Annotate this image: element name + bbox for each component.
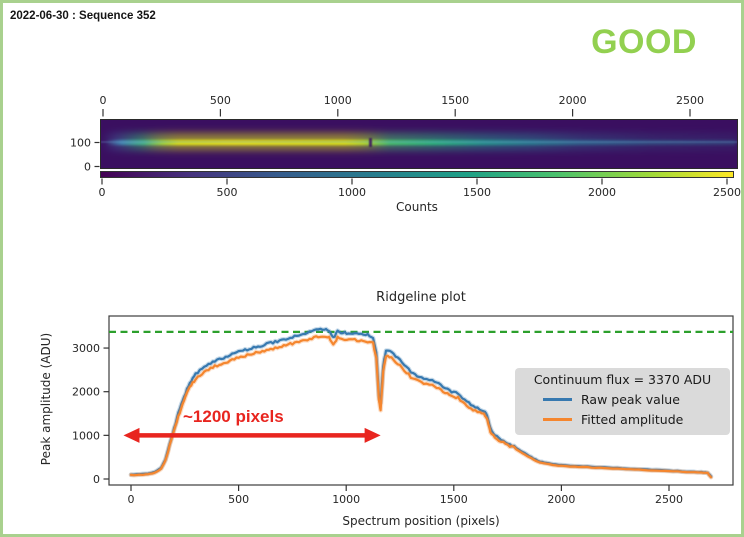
legend-title: Continuum flux = 3370 ADU — [533, 372, 712, 387]
spectral-streak-faint-line — [101, 141, 737, 143]
width-annotation-label: ~1200 pixels — [183, 407, 284, 426]
svg-text:500: 500 — [210, 94, 231, 107]
svg-text:1000: 1000 — [338, 186, 366, 199]
svg-text:2000: 2000 — [559, 94, 587, 107]
colorbar-axis-label: Counts — [396, 200, 438, 214]
svg-text:1500: 1500 — [463, 186, 491, 199]
svg-text:2500: 2500 — [655, 493, 683, 506]
svg-text:2500: 2500 — [676, 94, 704, 107]
trace-2d-image — [100, 119, 738, 169]
svg-text:0: 0 — [99, 186, 106, 199]
ridge-plot-title: Ridgeline plot — [376, 290, 466, 305]
legend-line-fitted-icon — [543, 418, 572, 421]
status-badge: GOOD — [591, 23, 697, 61]
ridge-x-axis-label: Spectrum position (pixels) — [342, 514, 500, 528]
legend-label-fitted: Fitted amplitude — [581, 412, 684, 427]
legend-row-raw: Raw peak value — [515, 392, 730, 407]
svg-text:3000: 3000 — [72, 342, 100, 355]
svg-text:0: 0 — [93, 473, 100, 486]
sequence-label: 2022-06-30 : Sequence 352 — [10, 10, 156, 22]
svg-text:2000: 2000 — [588, 186, 616, 199]
svg-text:0: 0 — [100, 94, 107, 107]
spectral-streak-gap — [369, 138, 372, 147]
colorbar — [100, 171, 734, 178]
svg-text:2000: 2000 — [547, 493, 575, 506]
svg-text:500: 500 — [217, 186, 238, 199]
svg-text:1000: 1000 — [332, 493, 360, 506]
legend-row-fitted: Fitted amplitude — [515, 412, 730, 427]
svg-text:1000: 1000 — [72, 429, 100, 442]
svg-text:2500: 2500 — [713, 186, 741, 199]
svg-text:1000: 1000 — [324, 94, 352, 107]
svg-text:0: 0 — [128, 493, 135, 506]
legend-label-raw: Raw peak value — [581, 392, 680, 407]
svg-text:1500: 1500 — [440, 493, 468, 506]
svg-text:0: 0 — [84, 161, 91, 174]
legend: Continuum flux = 3370 ADU Raw peak value… — [515, 368, 730, 435]
spectral-streak — [106, 140, 736, 145]
legend-line-raw-icon — [543, 398, 572, 401]
svg-text:1500: 1500 — [441, 94, 469, 107]
ridge-y-axis-label: Peak amplitude (ADU) — [39, 332, 53, 466]
svg-text:2000: 2000 — [72, 386, 100, 399]
svg-text:500: 500 — [228, 493, 249, 506]
svg-text:100: 100 — [70, 137, 91, 150]
